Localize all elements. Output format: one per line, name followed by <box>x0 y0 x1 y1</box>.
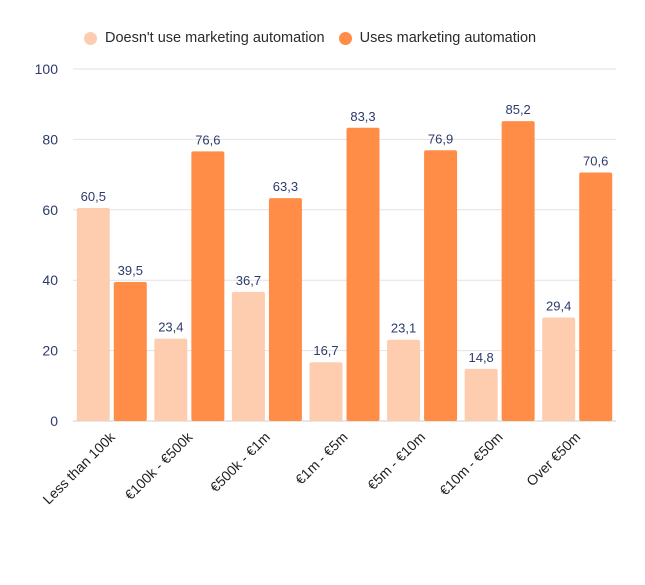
data-label: 23,4 <box>158 320 183 335</box>
legend: Doesn't use marketing automation Uses ma… <box>84 30 536 46</box>
legend-item-automation: Uses marketing automation <box>338 30 537 46</box>
bar-no-automation <box>387 339 421 421</box>
data-label: 85,2 <box>505 102 530 117</box>
bar-automation <box>191 151 225 422</box>
y-tick-label: 80 <box>42 131 58 147</box>
legend-swatch-automation <box>338 31 352 45</box>
data-label: 76,6 <box>195 132 220 147</box>
legend-item-no-automation: Doesn't use marketing automation <box>84 30 325 46</box>
x-tick-label: Less than 100k <box>39 428 118 507</box>
bar-no-automation <box>76 208 110 421</box>
legend-swatch-no-automation <box>84 31 97 45</box>
bar-no-automation <box>154 338 188 421</box>
data-label: 36,7 <box>236 273 261 288</box>
data-label: 70,6 <box>583 153 608 168</box>
data-label: 39,5 <box>118 263 143 278</box>
y-tick-label: 20 <box>42 343 58 359</box>
bar-automation <box>268 198 302 421</box>
data-label: 76,9 <box>428 131 453 146</box>
bar-no-automation <box>542 317 576 421</box>
bar-automation <box>579 172 613 421</box>
y-tick-label: 60 <box>42 202 58 218</box>
y-tick-label: 100 <box>35 61 59 77</box>
bar-automation <box>424 150 458 421</box>
data-label: 23,1 <box>391 321 416 336</box>
data-label: 16,7 <box>313 343 338 358</box>
x-tick-label: €1m - €5m <box>292 429 351 488</box>
bar-no-automation <box>309 362 343 421</box>
data-label: 63,3 <box>273 179 298 194</box>
x-tick-label: €10m - €50m <box>436 429 506 499</box>
bar-automation <box>346 127 380 421</box>
y-tick-label: 40 <box>42 272 58 288</box>
data-label: 83,3 <box>350 109 375 124</box>
x-tick-label: €500k - €1m <box>207 429 273 495</box>
y-tick-label: 0 <box>50 413 58 429</box>
bar-no-automation <box>464 368 498 421</box>
x-tick-label: Over €50m <box>523 429 583 489</box>
bar-automation <box>501 121 535 421</box>
legend-label-automation: Uses marketing automation <box>359 30 537 46</box>
data-label: 60,5 <box>81 189 106 204</box>
legend-label-no-automation: Doesn't use marketing automation <box>105 30 325 46</box>
bar-automation <box>113 281 147 421</box>
bar-no-automation <box>231 291 265 421</box>
x-tick-label: €5m - €10m <box>364 429 428 493</box>
x-tick-label: €100k - €500k <box>121 428 196 503</box>
data-label: 29,4 <box>546 299 571 314</box>
data-label: 14,8 <box>468 350 493 365</box>
